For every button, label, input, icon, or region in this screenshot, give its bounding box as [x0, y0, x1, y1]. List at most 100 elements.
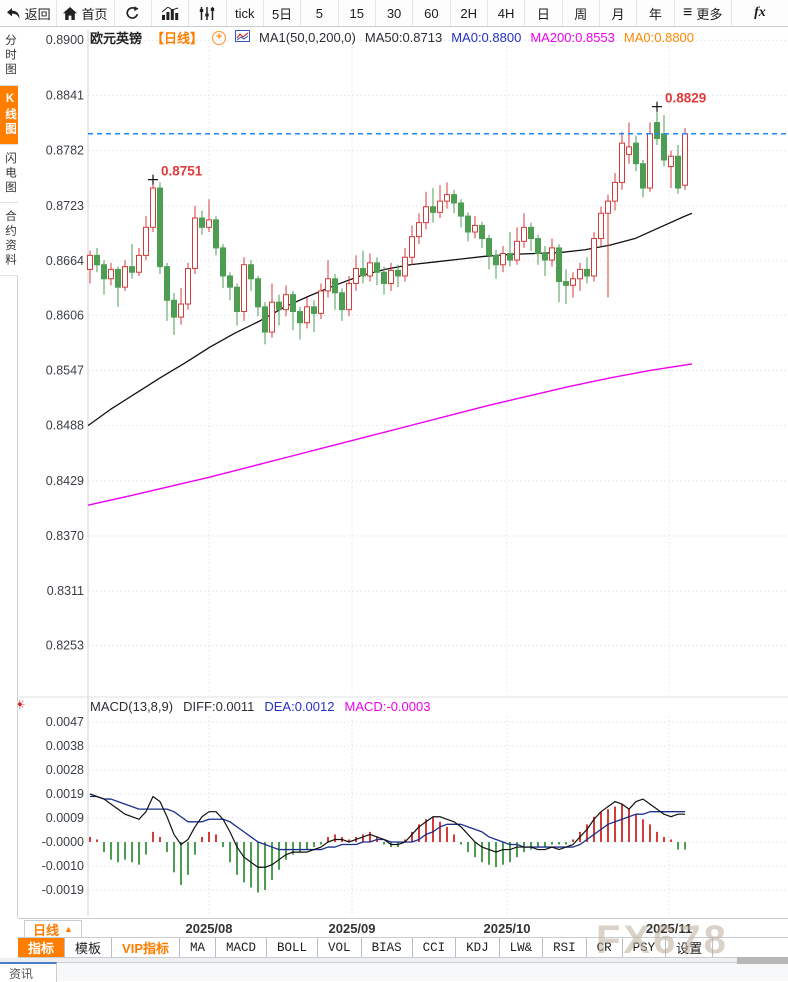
tab-PSY[interactable]: PSY: [622, 938, 667, 957]
toolbar-item-首页[interactable]: 首页: [57, 0, 115, 26]
x-axis-label-2025/11: 2025/11: [645, 921, 693, 936]
svg-text:-0.0010: -0.0010: [42, 859, 84, 873]
toolbar-item-bar-chart[interactable]: [152, 0, 190, 26]
x-axis-label-2025/10: 2025/10: [483, 921, 531, 936]
svg-text:0.0047: 0.0047: [46, 715, 84, 729]
sidebar-item-分时图[interactable]: 分时图: [0, 27, 18, 86]
svg-text:0.8311: 0.8311: [47, 584, 84, 598]
divider-band: [0, 958, 788, 962]
sliders-icon: [199, 6, 215, 20]
svg-text:0.8488: 0.8488: [46, 419, 84, 433]
tab-RSI[interactable]: RSI: [543, 938, 587, 957]
top-toolbar: 返回 首页 tick 5日 5 15 30 60 2H 4H 日周月年 ≡ 更多 fx: [0, 0, 788, 27]
home-icon: [63, 6, 78, 20]
indicator-tabs-row: 指标 模板 VIP指标 MA MACD BOLL VOL BIAS CCI KDJ LW& RSI CR…: [18, 937, 788, 958]
ma0-blue-value: MA0:0.8800: [451, 30, 522, 45]
macd-formula: MACD(13,8,9): [90, 699, 174, 714]
menu-icon: ≡: [682, 4, 693, 21]
ma50-value: MA50:0.8713: [364, 30, 443, 45]
tab-MACD[interactable]: MACD: [216, 938, 268, 957]
toolbar-item-月[interactable]: 月: [600, 0, 638, 26]
macd-macd-value: MACD:-0.0003: [344, 699, 431, 714]
svg-text:0.8751: 0.8751: [161, 164, 203, 179]
bar-chart-icon: [161, 6, 179, 20]
period-selector[interactable]: 日线 ▲: [24, 920, 82, 938]
svg-text:0.8547: 0.8547: [46, 363, 84, 377]
svg-text:0.8253: 0.8253: [46, 638, 84, 652]
tab-LW&[interactable]: LW&: [499, 938, 544, 957]
macd-header: MACD(13,8,9) DIFF:0.0011 DEA:0.0012 MACD…: [90, 699, 430, 714]
tab-news[interactable]: 资讯: [0, 962, 57, 982]
mini-chart-icon: [235, 30, 251, 45]
svg-text:0.8606: 0.8606: [46, 308, 84, 322]
svg-text:0.0028: 0.0028: [46, 763, 84, 777]
svg-text:0.8900: 0.8900: [46, 33, 84, 47]
svg-text:0.8370: 0.8370: [46, 529, 84, 543]
ma200-value: MA200:0.8553: [530, 30, 615, 45]
tab-MA[interactable]: MA: [180, 938, 217, 957]
svg-text:0.0038: 0.0038: [46, 739, 84, 753]
toolbar-item-返回[interactable]: 返回: [0, 0, 58, 26]
toolbar-item-tick[interactable]: tick: [227, 0, 264, 26]
toolbar-item-5[interactable]: 5: [301, 0, 339, 26]
toolbar-item-年[interactable]: 年: [637, 0, 675, 26]
tab-BOLL[interactable]: BOLL: [267, 938, 319, 957]
sidebar-item-合约资料[interactable]: 合约资料: [0, 203, 18, 276]
toolbar-item-15[interactable]: 15: [339, 0, 376, 26]
toolbar-item-sliders[interactable]: [189, 0, 227, 26]
svg-text:0.8841: 0.8841: [46, 88, 84, 102]
news-tab-label: 资讯: [9, 966, 34, 981]
svg-text:0.8829: 0.8829: [665, 91, 706, 106]
tab-CR[interactable]: CR: [586, 938, 623, 957]
toolbar-item-refresh[interactable]: [115, 0, 152, 26]
toolbar-item-2H[interactable]: 2H: [451, 0, 488, 26]
tab-模板[interactable]: 模板: [65, 938, 113, 957]
toolbar-item-日[interactable]: 日: [525, 0, 563, 26]
svg-text:0.8664: 0.8664: [46, 254, 84, 268]
svg-text:-0.0019: -0.0019: [42, 883, 84, 897]
chart-header: 欧元英镑 【日线】 + MA1(50,0,200,0) MA50:0.8713 …: [90, 28, 694, 47]
ma0-orange-value: MA0:0.8800: [623, 30, 695, 45]
toolbar-item-4H[interactable]: 4H: [488, 0, 526, 26]
period-selector-label: 日线: [33, 922, 60, 938]
horizontal-scrollbar-thumb[interactable]: [737, 957, 788, 964]
svg-text:-0.0000: -0.0000: [42, 835, 84, 849]
toolbar-item-30[interactable]: 30: [376, 0, 414, 26]
chart-type-sidebar: 分时图 K线图 闪电图 合约资料: [0, 27, 18, 918]
toolbar-item-周[interactable]: 周: [563, 0, 600, 26]
sidebar-item-闪电图[interactable]: 闪电图: [0, 144, 18, 203]
tab-指标[interactable]: 指标: [18, 938, 66, 957]
svg-text:0.8723: 0.8723: [46, 199, 84, 213]
indicator-settings-icon[interactable]: ☀: [14, 697, 26, 712]
sidebar-item-K线图[interactable]: K线图: [0, 85, 18, 145]
toolbar-item-fx[interactable]: fx: [754, 5, 766, 20]
macd-diff-value: DIFF:0.0011: [183, 699, 255, 714]
toolbar-item-5日[interactable]: 5日: [264, 0, 302, 26]
tab-BIAS[interactable]: BIAS: [361, 938, 413, 957]
triangle-up-icon: ▲: [64, 923, 73, 934]
svg-text:0.0019: 0.0019: [46, 787, 84, 801]
svg-text:0.0009: 0.0009: [46, 811, 84, 825]
period-tag: 【日线】: [151, 31, 204, 46]
x-axis-label-2025/09: 2025/09: [328, 921, 376, 936]
footer-bar: 资讯: [0, 962, 788, 982]
ma-formula: MA1(50,0,200,0): [259, 30, 356, 45]
tab-VOL[interactable]: VOL: [318, 938, 362, 957]
refresh-icon: [125, 6, 140, 20]
svg-text:0.8782: 0.8782: [46, 144, 84, 158]
add-indicator-icon[interactable]: +: [212, 30, 227, 45]
back-arrow-icon: [6, 7, 21, 20]
tab-VIP指标[interactable]: VIP指标: [112, 938, 180, 957]
toolbar-item-更多[interactable]: ≡ 更多: [675, 0, 732, 26]
svg-text:0.8429: 0.8429: [46, 474, 84, 488]
toolbar-item-60[interactable]: 60: [413, 0, 451, 26]
candlestick-chart-canvas[interactable]: 0.8900 0.8841 0.8782 0.8723 0.8664 0.8606 0.85…: [18, 27, 788, 918]
tab-设置[interactable]: 设置: [666, 938, 714, 957]
tab-CCI[interactable]: CCI: [412, 938, 457, 957]
macd-dea-value: DEA:0.0012: [264, 699, 335, 714]
x-axis-label-2025/08: 2025/08: [185, 921, 233, 936]
symbol-name: 欧元英镑: [90, 31, 143, 46]
x-axis-row: 日线 ▲ 2025/08 2025/09 2025/10 2025/11: [18, 918, 788, 938]
tab-KDJ[interactable]: KDJ: [456, 938, 500, 957]
